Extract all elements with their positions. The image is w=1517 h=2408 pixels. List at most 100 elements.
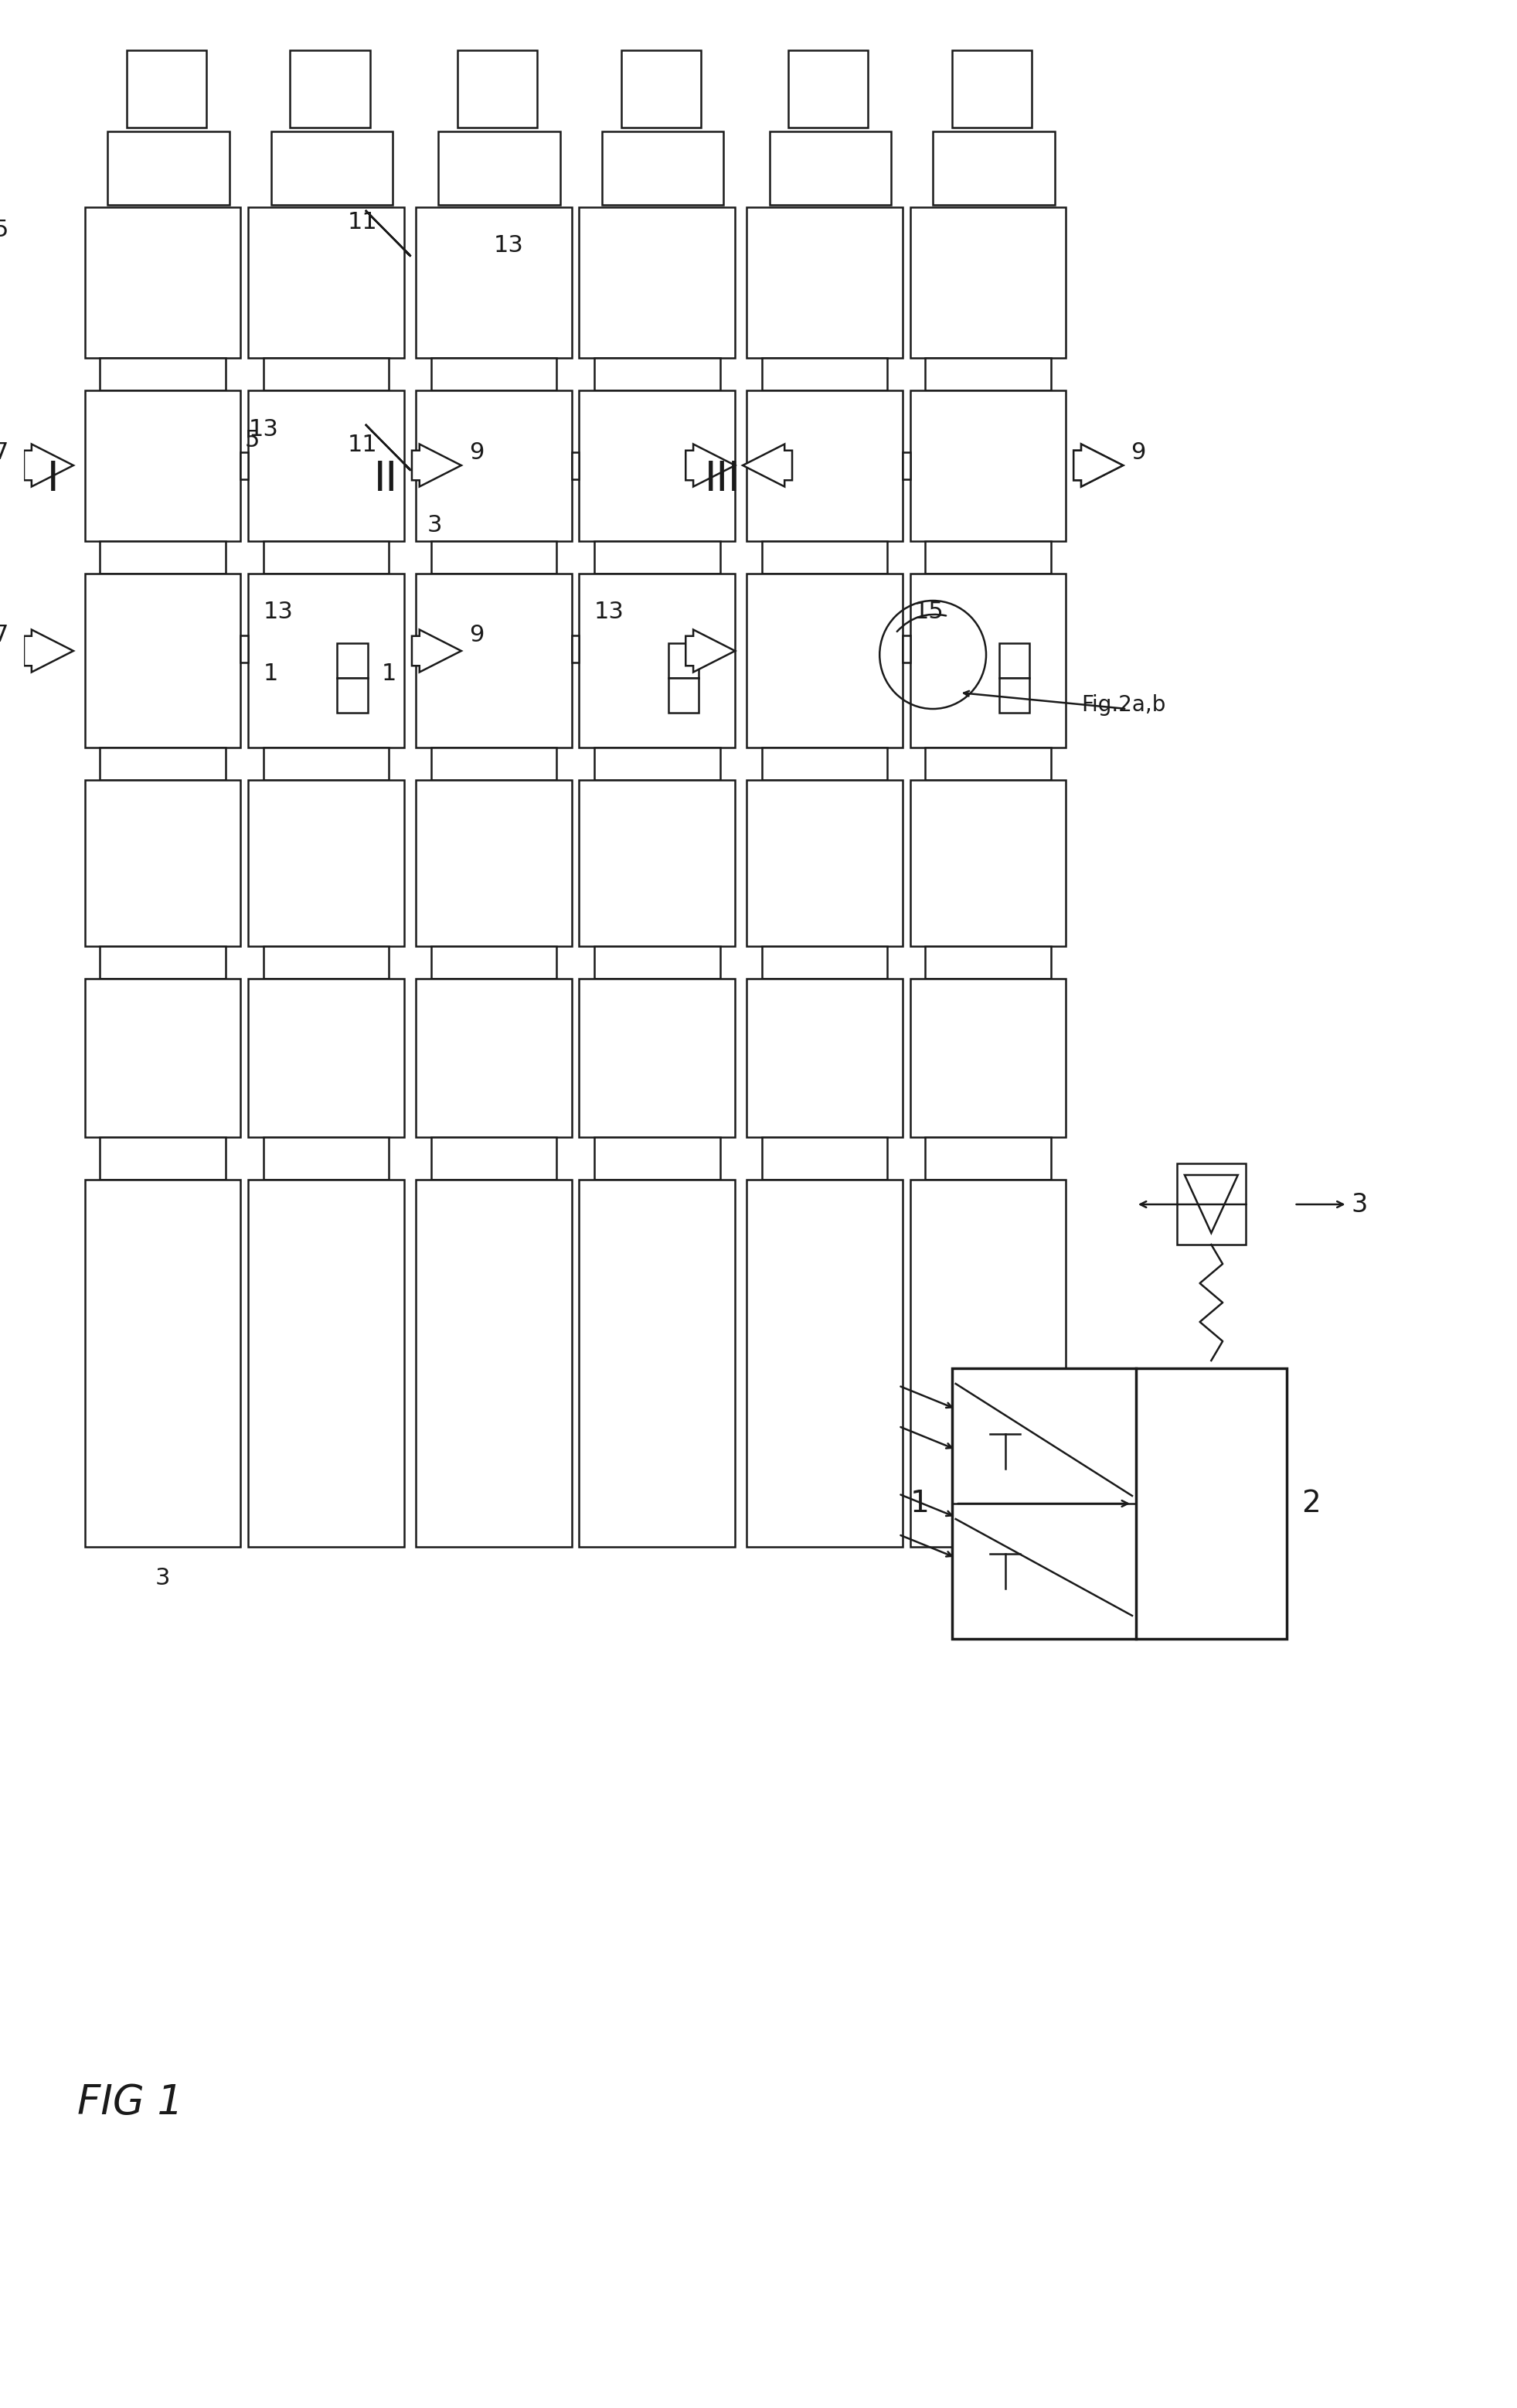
Bar xyxy=(925,359,1051,390)
Text: 1: 1 xyxy=(910,1488,930,1517)
Bar xyxy=(579,780,736,946)
Bar xyxy=(85,390,241,542)
Bar xyxy=(1000,643,1030,679)
Text: 13: 13 xyxy=(264,602,294,624)
Text: III: III xyxy=(705,460,740,498)
Bar xyxy=(108,132,229,205)
Polygon shape xyxy=(411,628,461,672)
Polygon shape xyxy=(686,628,736,672)
Bar xyxy=(249,978,404,1137)
Polygon shape xyxy=(1074,443,1123,486)
Polygon shape xyxy=(1185,1175,1238,1233)
Bar xyxy=(85,207,241,359)
Bar xyxy=(595,359,721,390)
Text: 13: 13 xyxy=(493,234,523,258)
Bar xyxy=(579,390,736,542)
Bar xyxy=(951,51,1032,128)
Bar xyxy=(910,573,1066,746)
Text: 3: 3 xyxy=(1352,1192,1368,1216)
Text: Fig.2a,b: Fig.2a,b xyxy=(1082,694,1165,715)
Bar xyxy=(1000,679,1030,713)
Bar xyxy=(100,746,226,780)
Bar xyxy=(762,359,887,390)
Bar xyxy=(85,1180,241,1546)
Bar xyxy=(264,1137,388,1180)
Bar xyxy=(789,51,868,128)
Bar xyxy=(620,51,701,128)
Text: 13: 13 xyxy=(595,602,625,624)
Text: 9: 9 xyxy=(1130,441,1145,462)
Bar xyxy=(925,746,1051,780)
Bar xyxy=(290,51,370,128)
Bar xyxy=(416,1180,572,1546)
Bar xyxy=(769,132,890,205)
Bar xyxy=(272,132,393,205)
Bar xyxy=(910,978,1066,1137)
Bar xyxy=(100,542,226,573)
Bar xyxy=(431,359,557,390)
Bar xyxy=(264,746,388,780)
Text: 13: 13 xyxy=(249,419,279,441)
Polygon shape xyxy=(411,443,461,486)
Polygon shape xyxy=(24,628,73,672)
Bar xyxy=(100,1137,226,1180)
Text: 2: 2 xyxy=(1302,1488,1321,1517)
Bar xyxy=(579,207,736,359)
Bar xyxy=(925,1137,1051,1180)
Text: 15: 15 xyxy=(913,602,944,624)
Bar xyxy=(762,746,887,780)
Bar xyxy=(595,1137,721,1180)
Bar xyxy=(249,573,404,746)
Bar xyxy=(746,780,903,946)
Bar xyxy=(337,679,367,713)
Bar xyxy=(241,453,249,479)
Bar xyxy=(264,359,388,390)
Bar xyxy=(602,132,724,205)
Bar xyxy=(951,1368,1286,1640)
Bar xyxy=(85,978,241,1137)
Bar xyxy=(579,978,736,1137)
Text: FIG 1: FIG 1 xyxy=(77,2083,184,2124)
Bar xyxy=(416,207,572,359)
Bar xyxy=(416,978,572,1137)
Bar xyxy=(126,51,206,128)
Bar xyxy=(249,780,404,946)
Bar xyxy=(667,679,699,713)
Bar xyxy=(903,453,910,479)
Bar xyxy=(241,636,249,662)
Text: 7: 7 xyxy=(0,624,9,648)
Bar xyxy=(746,573,903,746)
Text: 11: 11 xyxy=(347,433,378,455)
Text: 1: 1 xyxy=(381,662,396,686)
Bar xyxy=(416,390,572,542)
Bar xyxy=(458,51,537,128)
Bar xyxy=(762,1137,887,1180)
Text: 5: 5 xyxy=(244,429,259,453)
Bar xyxy=(431,542,557,573)
Text: 3: 3 xyxy=(155,1568,170,1589)
Bar xyxy=(416,573,572,746)
Bar xyxy=(910,390,1066,542)
Text: 5: 5 xyxy=(0,219,9,241)
Bar xyxy=(579,573,736,746)
Bar xyxy=(762,946,887,978)
Bar xyxy=(85,780,241,946)
Text: I: I xyxy=(47,460,59,498)
Bar xyxy=(762,542,887,573)
Bar xyxy=(746,1180,903,1546)
Bar xyxy=(910,1180,1066,1546)
Bar xyxy=(925,542,1051,573)
Polygon shape xyxy=(686,443,736,486)
Bar xyxy=(431,946,557,978)
Text: 1: 1 xyxy=(264,662,279,686)
Bar xyxy=(746,390,903,542)
Polygon shape xyxy=(24,443,73,486)
Bar xyxy=(249,207,404,359)
Bar xyxy=(85,573,241,746)
Bar xyxy=(416,780,572,946)
Bar xyxy=(249,1180,404,1546)
Bar xyxy=(572,453,579,479)
Bar xyxy=(667,643,699,679)
Bar xyxy=(910,780,1066,946)
Bar xyxy=(438,132,560,205)
